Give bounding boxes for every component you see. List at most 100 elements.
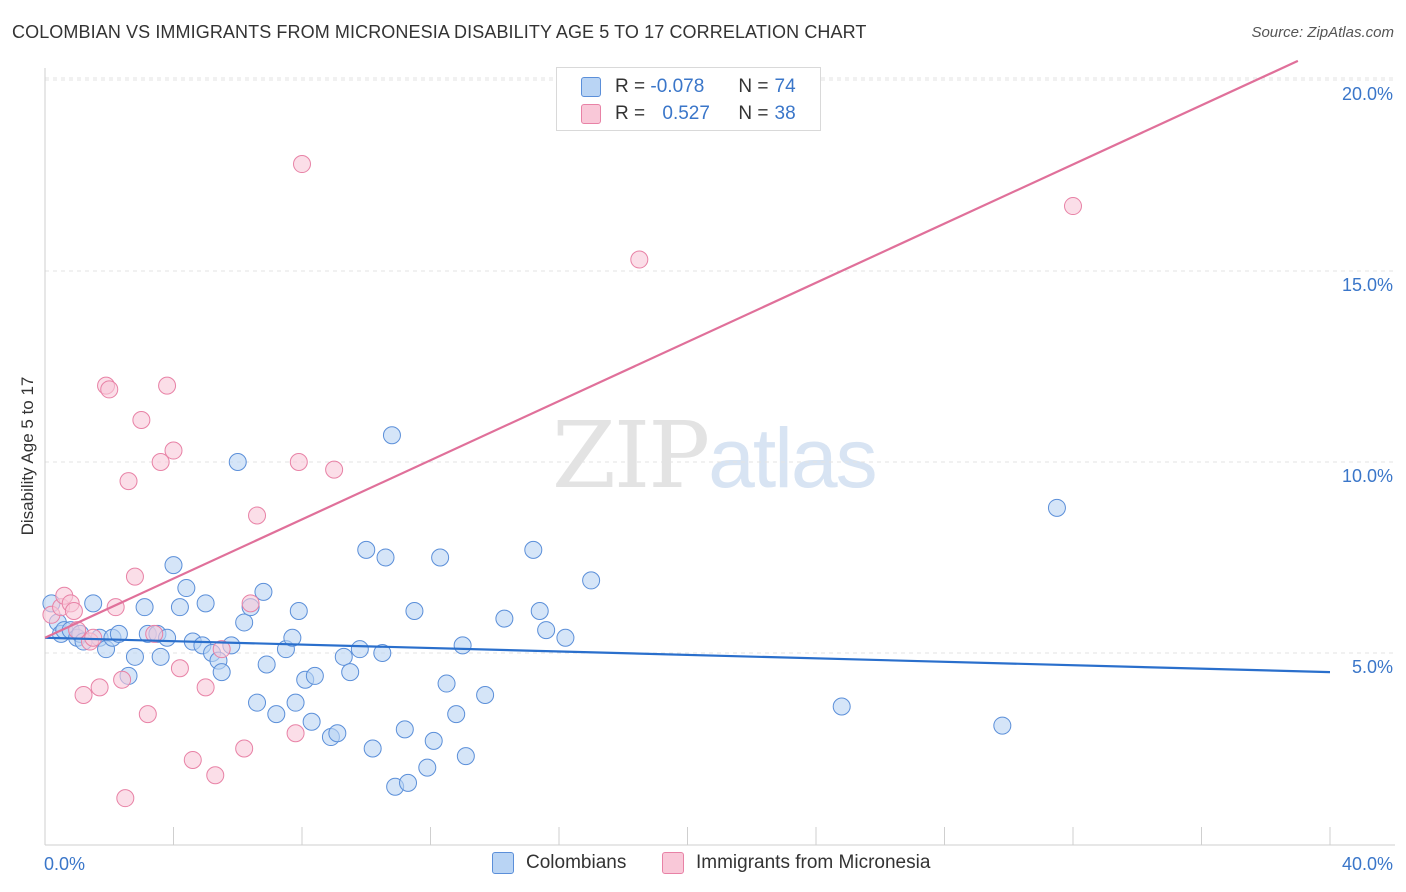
colombian-point [228, 453, 247, 471]
colombian-point [832, 697, 851, 716]
colombian-point [196, 594, 215, 613]
r-value: 0.527 [662, 103, 710, 124]
colombian-point [257, 655, 276, 674]
legend-item-colombians: Colombians [492, 852, 626, 874]
y-tick-label: 15.0% [1342, 275, 1393, 295]
colombian-point [164, 556, 183, 575]
micronesia-point [132, 410, 151, 429]
colombian-point [248, 693, 267, 712]
micronesia-point [119, 472, 138, 491]
micronesia-point [630, 250, 649, 269]
colombian-point [418, 758, 437, 777]
micronesia-point [183, 750, 202, 769]
colombian-point [289, 601, 308, 620]
colombian-point [582, 571, 601, 590]
n-label: N = [738, 103, 769, 124]
gridlines [45, 77, 1395, 654]
series-legend: Colombians Immigrants from Micronesia [0, 852, 1406, 876]
micronesia-point [74, 686, 93, 705]
legend-swatch-blue [492, 852, 514, 874]
micronesia-point [145, 624, 164, 643]
colombian-point [524, 540, 543, 559]
y-tick-label: 10.0% [1342, 466, 1393, 486]
tick-labels: 5.0% 10.0% 15.0% 20.0% 0.0% 40.0% Disability A… [18, 84, 1393, 874]
micronesia-point [64, 601, 83, 620]
colombian-point [399, 773, 418, 792]
legend-swatch-pink [581, 104, 601, 124]
colombian-point [109, 624, 128, 643]
micronesia-point [206, 766, 225, 785]
micronesia-point [90, 678, 109, 697]
colombian-point [177, 579, 196, 598]
colombian-point [993, 716, 1012, 735]
watermark: ZIPatlas [552, 402, 878, 509]
micronesia-point [293, 155, 311, 174]
colombian-point [125, 647, 144, 666]
r-value: -0.078 [650, 76, 705, 97]
colombian-point [267, 705, 286, 724]
colombian-point [235, 613, 254, 632]
micronesia-point [286, 724, 305, 743]
colombian-point [286, 693, 305, 712]
axes [44, 68, 1395, 846]
colombian-point [84, 594, 103, 613]
micronesia-point [235, 739, 254, 758]
y-tick-label: 20.0% [1342, 84, 1393, 104]
colombian-point [334, 647, 353, 666]
micronesia-point [241, 594, 260, 613]
trend-lines [44, 59, 1331, 674]
colombian-point [431, 548, 450, 567]
micronesia-point [116, 789, 135, 808]
colombian-point [382, 426, 401, 445]
colombian-trend-line [44, 636, 1331, 674]
colombian-point [376, 548, 395, 567]
r-label: R = [615, 103, 646, 124]
micronesia-point [125, 567, 144, 586]
micronesia-point [289, 453, 308, 471]
colombian-point [212, 663, 231, 682]
colombian-point [453, 636, 472, 655]
micronesia-point [212, 640, 231, 659]
colombian-point [456, 747, 475, 766]
y-axis-label: Disability Age 5 to 17 [18, 377, 37, 536]
colombian-point [556, 628, 575, 647]
micronesia-point [158, 376, 177, 395]
source-label: Source: ZipAtlas.com [1251, 24, 1394, 41]
watermark-zip: ZIP [552, 402, 710, 509]
micronesia-point [196, 678, 215, 697]
legend-label-colombians: Colombians [526, 852, 627, 873]
colombian-point [254, 582, 273, 601]
legend-swatch-blue [581, 77, 601, 97]
colombian-point [373, 644, 392, 662]
colombian-point [1047, 498, 1066, 517]
x-tick-label: 40.0% [1342, 854, 1393, 874]
micronesia-point [151, 453, 170, 471]
legend-label-micronesia: Immigrants from Micronesia [696, 852, 931, 873]
legend-row-colombians: R = -0.078 N = 74 [581, 74, 796, 100]
colombian-point [302, 712, 321, 731]
data-points [42, 155, 1082, 808]
colombian-point [350, 640, 369, 659]
colombian-point [363, 739, 382, 758]
colombian-point [424, 731, 443, 750]
x-tick-label: 0.0% [44, 854, 85, 874]
correlation-legend: R = -0.078 N = 74 R = 0.527 N = 38 [556, 67, 821, 131]
colombian-point [537, 621, 556, 640]
micronesia-point [248, 506, 267, 525]
micronesia-point [1064, 197, 1082, 216]
micronesia-point [325, 460, 344, 479]
colombian-point [437, 674, 456, 693]
colombian-point [328, 724, 347, 743]
legend-swatch-pink [662, 852, 684, 874]
colombian-point [305, 666, 324, 685]
colombian-point [495, 609, 514, 628]
chart-title: COLOMBIAN VS IMMIGRANTS FROM MICRONESIA … [12, 22, 867, 42]
legend-item-micronesia: Immigrants from Micronesia [662, 852, 930, 874]
n-value: 38 [774, 103, 796, 124]
colombian-point [170, 598, 189, 617]
legend-row-micronesia: R = 0.527 N = 38 [581, 101, 796, 127]
colombian-point [530, 601, 549, 620]
colombian-point [476, 686, 495, 705]
r-label: R = [615, 76, 646, 97]
